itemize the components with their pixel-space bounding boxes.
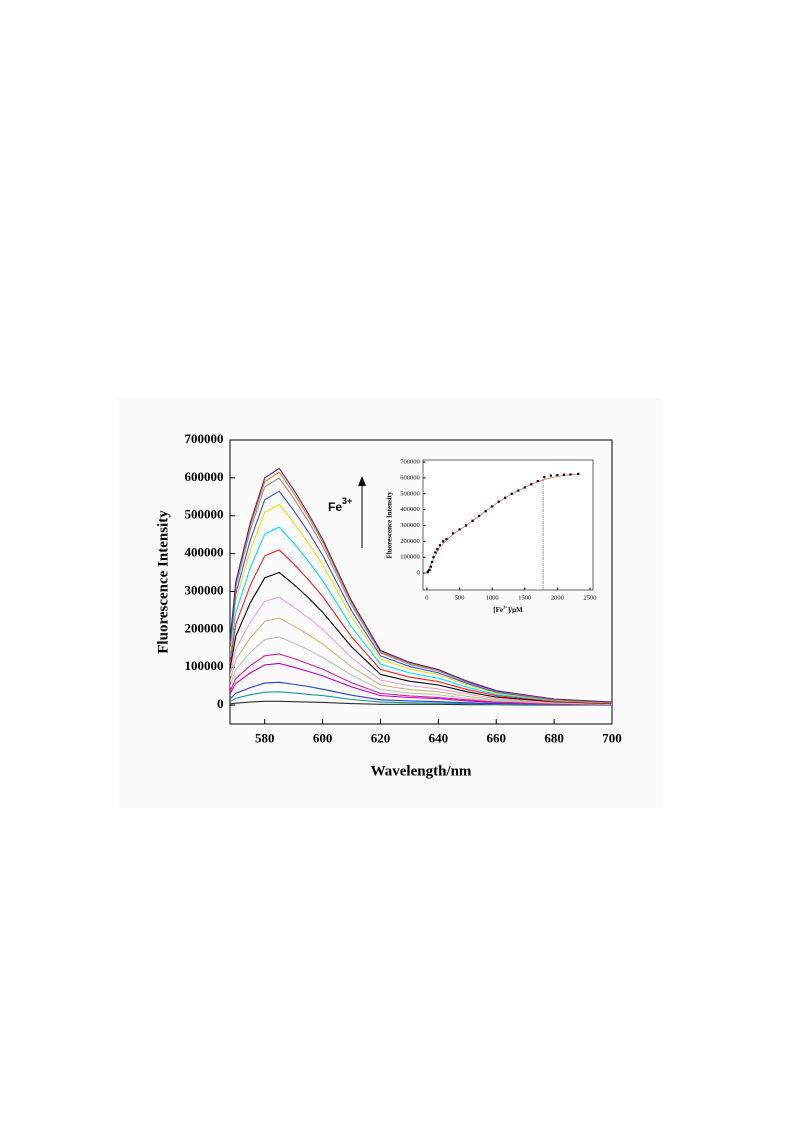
y-tick-label: 300000: [185, 582, 224, 597]
series-line: [230, 503, 612, 704]
data-point: [543, 476, 546, 479]
y-tick-label: 0: [217, 696, 224, 711]
series-line: [230, 691, 612, 706]
y-tick-label: 500000: [400, 490, 420, 497]
y-axis-label: Fluorescence Intensity: [386, 491, 394, 558]
series-line: [230, 596, 612, 705]
data-point: [464, 524, 468, 527]
data-point: [427, 570, 430, 573]
x-axis-label: [Fe3+]/μM: [493, 605, 523, 614]
annotation-superscript: 3+: [342, 496, 352, 506]
y-tick-label: 700000: [185, 431, 224, 446]
x-tick-label: 620: [371, 731, 391, 746]
data-point: [438, 544, 442, 547]
y-tick-label: 200000: [185, 620, 224, 635]
x-tick-label: 640: [429, 731, 449, 746]
x-label-superscript: 3+: [503, 605, 508, 610]
data-point: [458, 528, 461, 531]
x-tick-label: 680: [544, 731, 564, 746]
series-line: [230, 467, 612, 703]
series-line: [230, 571, 612, 705]
x-tick-label: 0: [425, 594, 428, 601]
figure-background: [118, 398, 662, 808]
data-point: [431, 560, 434, 564]
x-tick-label: 660: [486, 731, 506, 746]
y-tick-label: 100000: [400, 554, 420, 561]
series-line: [230, 662, 612, 706]
data-point: [569, 473, 572, 476]
data-point: [562, 473, 566, 476]
annotation: Fe3+: [328, 496, 352, 514]
plot-frame: [422, 459, 594, 591]
data-point: [429, 565, 432, 568]
data-point: [497, 500, 500, 503]
x-tick-label: 1000: [486, 594, 499, 601]
x-tick-label: 500: [455, 594, 465, 601]
series-line: [230, 526, 612, 704]
series-line: [230, 681, 612, 706]
data-point: [549, 474, 552, 477]
y-tick-label: 200000: [400, 538, 420, 545]
data-point: [428, 568, 431, 571]
plot-frame: [229, 439, 613, 725]
annotation-text: Fe: [328, 500, 342, 514]
y-tick-label: 400000: [185, 545, 224, 560]
y-tick-label: 100000: [185, 658, 224, 673]
data-point: [523, 486, 526, 489]
arrow-head: [358, 476, 366, 486]
data-point: [445, 537, 448, 541]
y-tick-label: 700000: [400, 459, 420, 466]
x-label-part: [Fe: [493, 606, 503, 614]
plot-area: [230, 467, 612, 706]
x-label-part: ]/μM: [508, 606, 523, 614]
series-line: [230, 549, 612, 704]
x-axis-label: Wavelength/nm: [371, 763, 472, 779]
data-point: [530, 483, 533, 486]
data-point: [432, 556, 435, 559]
x-tick-label: 2000: [551, 594, 564, 601]
x-tick-label: 700: [602, 731, 622, 746]
data-point: [556, 473, 559, 477]
x-tick-label: 580: [255, 731, 275, 746]
series-line: [230, 617, 612, 705]
data-point: [478, 514, 481, 518]
data-point: [510, 492, 513, 495]
y-tick-label: 500000: [185, 507, 224, 522]
series-line: [230, 700, 612, 706]
x-tick-label: 600: [313, 731, 333, 746]
data-point: [577, 472, 580, 476]
y-tick-label: 600000: [400, 474, 420, 481]
data-point: [484, 510, 487, 513]
y-axis-label: Fluorescence Intensity: [155, 510, 171, 654]
data-point: [471, 519, 474, 522]
data-point: [536, 479, 539, 483]
x-tick-label: 2500: [583, 594, 596, 601]
series-line: [230, 636, 612, 705]
data-point: [436, 548, 439, 551]
data-point: [504, 496, 507, 499]
data-point: [451, 532, 455, 535]
y-tick-label: 600000: [185, 469, 224, 484]
data-point: [491, 505, 494, 508]
data-point: [434, 551, 437, 554]
plot-area: [426, 472, 580, 590]
y-tick-label: 0: [417, 570, 420, 577]
y-tick-label: 300000: [400, 522, 420, 529]
x-tick-label: 1500: [518, 594, 531, 601]
y-tick-label: 400000: [400, 506, 420, 513]
data-point: [517, 489, 520, 492]
series-line: [230, 490, 612, 703]
series-line: [230, 653, 612, 705]
data-point: [442, 540, 445, 543]
